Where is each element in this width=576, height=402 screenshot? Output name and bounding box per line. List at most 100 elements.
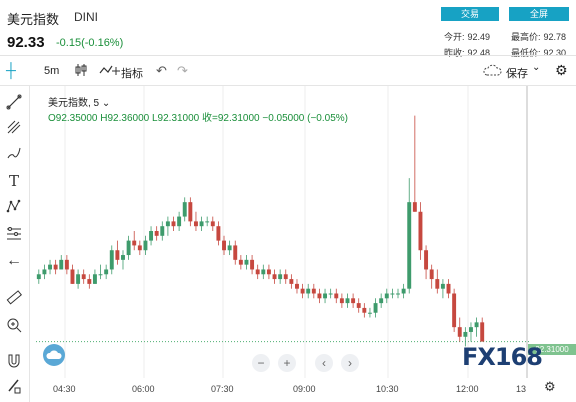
candle-body xyxy=(362,307,367,313)
crosshair-icon[interactable]: ┼ xyxy=(6,62,16,78)
candle-body xyxy=(424,250,429,270)
magnet-icon[interactable] xyxy=(5,353,23,371)
candle-body xyxy=(98,274,103,276)
pattern-tool-icon[interactable] xyxy=(5,198,23,216)
high-value: 92.78 xyxy=(543,32,567,42)
fullscreen-button[interactable]: 全屏 xyxy=(509,7,569,21)
candle-body xyxy=(42,269,47,275)
candle-body xyxy=(474,322,479,328)
candle-body xyxy=(367,312,372,314)
x-tick: 09:00 xyxy=(293,384,316,394)
candle-body xyxy=(345,298,350,304)
open-label: 今开: xyxy=(444,32,465,42)
candle-body xyxy=(233,245,238,260)
ruler-icon[interactable] xyxy=(5,289,23,307)
undo-icon[interactable]: ↶ xyxy=(156,63,167,78)
x-tick: 10:30 xyxy=(376,384,399,394)
x-tick: 13 xyxy=(516,384,527,394)
indicators-icon[interactable] xyxy=(99,63,121,80)
settings-icon[interactable]: ⚙ xyxy=(555,62,568,78)
text-tool-icon[interactable]: T xyxy=(8,172,19,190)
fx168-logo: FX168 xyxy=(462,343,543,371)
zoom-out-button[interactable]: − xyxy=(252,354,270,372)
candle-body xyxy=(266,269,271,275)
candle-body xyxy=(104,269,109,275)
candle-body xyxy=(53,264,58,270)
candle-body xyxy=(227,245,232,251)
low-label: 最低价: xyxy=(511,48,541,58)
cloud-icon[interactable] xyxy=(482,64,502,79)
candle-body xyxy=(238,259,243,265)
candle-body xyxy=(351,298,356,304)
high-stat: 最高价: 92.78 xyxy=(511,30,566,43)
eraser-lock-icon[interactable] xyxy=(5,378,23,396)
candle-body xyxy=(216,226,221,241)
x-tick: 07:30 xyxy=(211,384,234,394)
prediction-tool-icon[interactable] xyxy=(5,225,23,243)
candle-body xyxy=(328,293,333,295)
candlestick-chart[interactable] xyxy=(30,86,576,402)
x-tick: 04:30 xyxy=(53,384,76,394)
candle-body xyxy=(295,283,299,289)
low-value: 92.30 xyxy=(543,48,567,58)
zoom-in-button[interactable]: + xyxy=(278,354,296,372)
candle-body xyxy=(339,298,344,304)
candle-body xyxy=(283,274,288,280)
candle-body xyxy=(87,279,92,284)
candle-body xyxy=(255,269,260,275)
candle-body xyxy=(401,288,406,294)
interval-selector[interactable]: 5m xyxy=(44,65,60,77)
candle-body xyxy=(165,221,170,227)
trend-line-icon[interactable] xyxy=(5,94,23,112)
candle-body xyxy=(70,269,75,284)
candle-body xyxy=(48,264,52,270)
fib-tool-icon[interactable] xyxy=(5,119,23,137)
header-divider xyxy=(0,55,576,56)
candle-body xyxy=(143,240,148,251)
candle-body xyxy=(109,250,114,270)
current-price: 92.33 xyxy=(7,34,45,51)
candle-body xyxy=(261,269,266,275)
candle-body xyxy=(407,202,412,289)
candle-body xyxy=(429,269,434,280)
scroll-forward-button[interactable]: › xyxy=(341,354,359,372)
trade-button[interactable]: 交易 xyxy=(441,7,499,21)
candle-body xyxy=(390,293,395,295)
chevron-down-icon[interactable]: ⌄ xyxy=(532,62,541,73)
candle-body xyxy=(132,240,137,246)
drawing-toolbar: T ← xyxy=(0,86,30,402)
prev-close-stat: 昨收: 92.48 xyxy=(444,46,490,59)
candle-body xyxy=(440,283,445,289)
candle-body xyxy=(137,245,142,251)
candle-body xyxy=(115,250,120,260)
candle-body xyxy=(188,202,193,222)
candle-body xyxy=(317,293,322,299)
candle-body xyxy=(210,221,215,227)
redo-icon[interactable]: ↷ xyxy=(177,63,188,78)
indicators-label[interactable]: 指标 xyxy=(121,68,143,80)
candle-body xyxy=(384,293,389,299)
axis-settings-icon[interactable]: ⚙ xyxy=(544,379,556,394)
high-label: 最高价: xyxy=(511,32,541,42)
candle-body xyxy=(59,259,64,270)
scroll-back-button[interactable]: ‹ xyxy=(315,354,333,372)
brush-icon[interactable] xyxy=(5,145,23,163)
low-stat: 最低价: 92.30 xyxy=(511,46,566,59)
legend-symbol[interactable]: 美元指数, 5 ⌄ xyxy=(48,98,111,109)
candle-body xyxy=(272,274,277,280)
candle-body xyxy=(412,202,417,212)
candle-body xyxy=(160,226,165,236)
back-arrow-icon[interactable]: ← xyxy=(6,252,22,269)
save-button[interactable]: 保存 xyxy=(506,68,528,80)
candle-body xyxy=(92,274,97,284)
candle-type-icon[interactable] xyxy=(74,63,88,80)
candle-body xyxy=(205,221,210,223)
open-value: 92.49 xyxy=(467,32,491,42)
snapshot-button[interactable] xyxy=(43,344,65,366)
price-change: -0.15(-0.16%) xyxy=(56,37,124,49)
candle-body xyxy=(121,255,125,260)
candle-body xyxy=(452,293,457,328)
zoom-icon[interactable] xyxy=(5,317,23,335)
candle-body xyxy=(469,327,473,332)
candle-body xyxy=(435,279,440,289)
